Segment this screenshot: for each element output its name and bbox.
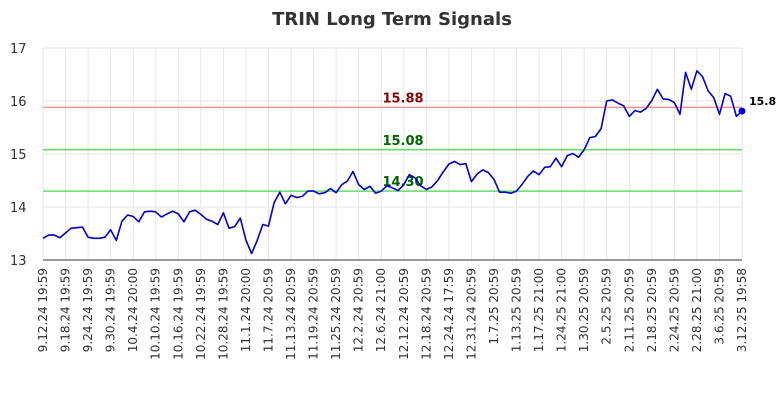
x-tick-label: 11.25.24 20:59 (329, 268, 343, 360)
x-tick-label: 1.30.25 20:59 (577, 268, 591, 352)
x-tick-label: 12.6.24 21:00 (374, 268, 388, 352)
x-tick-label: 1.17.25 21:00 (532, 268, 546, 352)
x-tick-label: 10.28.24 19:59 (216, 268, 230, 360)
last-point-marker (738, 107, 746, 115)
series: 15.8 (42, 70, 776, 255)
y-tick-label: 14 (10, 201, 27, 216)
y-tick-label: 15 (10, 148, 27, 163)
x-tick-label: 11.1.24 20:00 (239, 268, 253, 352)
x-tick-label: 9.12.24 19:59 (36, 268, 50, 352)
x-tick-label: 9.24.24 19:59 (81, 268, 95, 352)
x-tick-label: 9.18.24 19:59 (59, 268, 73, 352)
x-tick-label: 2.5.25 20:59 (600, 268, 614, 345)
x-tick-label: 3.12.25 19:58 (735, 268, 749, 352)
x-tick-label: 9.30.24 19:59 (104, 268, 118, 352)
x-tick-label: 2.28.25 21:00 (690, 268, 704, 352)
x-tick-label: 3.6.25 20:59 (712, 268, 726, 345)
axes: 13 14 15 16 17 9.12.24 19:59 9.18.24 19:59 9.24… (10, 42, 749, 360)
x-tick-label: 12.12.24 20:59 (397, 268, 411, 360)
y-tick-label: 16 (10, 95, 27, 110)
x-tick-label: 11.7.24 20:59 (261, 268, 275, 352)
series-line (42, 70, 743, 255)
x-tick-label: 12.18.24 20:59 (419, 268, 433, 360)
chart-title: TRIN Long Term Signals (272, 9, 512, 30)
x-tick-label: 10.10.24 19:59 (149, 268, 163, 360)
level-label-15-08: 15.08 (382, 134, 423, 149)
y-tick-label: 13 (10, 254, 27, 269)
x-tick-label: 1.7.25 20:59 (487, 268, 501, 345)
x-tick-label: 10.22.24 19:59 (194, 268, 208, 360)
x-tick-label: 1.24.25 21:00 (555, 268, 569, 352)
x-tick-label: 10.16.24 19:59 (171, 268, 185, 360)
y-tick-label: 17 (10, 42, 27, 57)
signal-levels: 15.88 15.08 14.30 (43, 91, 742, 192)
x-tick-label: 10.4.24 20:00 (126, 268, 140, 352)
x-tick-label: 2.11.25 20:59 (622, 268, 636, 352)
level-label-15-88: 15.88 (382, 91, 423, 106)
x-tick-label: 12.31.24 20:59 (464, 268, 478, 360)
x-tick-label: 1.13.25 20:59 (510, 268, 524, 352)
x-tick-label: 11.19.24 20:59 (307, 268, 321, 360)
level-label-14-30: 14.30 (382, 175, 423, 190)
last-value-label: 15.8 (749, 95, 776, 108)
x-tick-label: 11.13.24 20:59 (284, 268, 298, 360)
x-tick-label: 2.24.25 20:59 (667, 268, 681, 352)
x-tick-label: 12.2.24 20:59 (352, 268, 366, 352)
grid (42, 47, 743, 261)
x-tick-label: 2.18.25 20:59 (645, 268, 659, 352)
x-tick-label: 12.24.24 17:59 (442, 268, 456, 360)
